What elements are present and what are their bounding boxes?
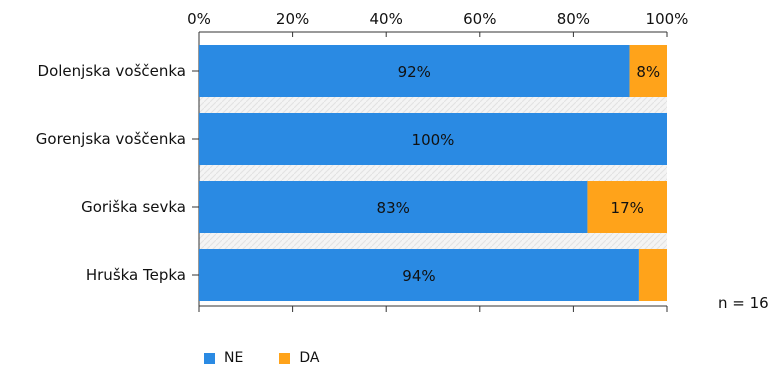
bar-da (587, 181, 667, 233)
bar-ne (199, 113, 667, 165)
row-separator (199, 97, 667, 113)
x-axis: 0% 20% 40% 60% 80% 100% (187, 10, 688, 312)
data-label: 92% (398, 63, 431, 81)
row-separator (199, 165, 667, 181)
legend-label-da: DA (299, 350, 320, 366)
category-label: Dolenjska voščenka (38, 62, 186, 80)
data-label: 94% (402, 267, 435, 285)
row-separators (199, 97, 667, 249)
legend-item-da: DA (279, 350, 319, 366)
legend-swatch-ne (204, 352, 215, 364)
bar-ne (199, 45, 630, 97)
legend-swatch-da (279, 352, 291, 364)
legend-label-ne: NE (224, 350, 244, 366)
row-separator (199, 233, 667, 249)
x-tick-label: 100% (646, 10, 689, 28)
x-tick-label: 20% (276, 10, 309, 28)
data-label: 100% (412, 131, 455, 149)
x-tick-label: 80% (557, 10, 590, 28)
legend-item-ne: NE (204, 350, 243, 366)
legend: NE DA (204, 350, 355, 366)
bar-ne (199, 249, 639, 301)
bar-group: Dolenjska voščenka 92% 8% Gorenjska voščenk… (36, 45, 667, 301)
data-label: 17% (611, 199, 644, 217)
bar-da (629, 45, 667, 97)
category-label: Gorenjska voščenka (36, 130, 186, 148)
data-label: 8% (636, 63, 660, 81)
category-label: Hruška Tepka (86, 266, 186, 284)
sample-size-label: n = 16 (718, 294, 769, 312)
category-label: Goriška sevka (81, 198, 186, 216)
bar-da (638, 249, 667, 301)
data-label: 83% (377, 199, 410, 217)
x-tick-label: 40% (370, 10, 403, 28)
x-tick-label: 60% (463, 10, 496, 28)
x-tick-label: 0% (187, 10, 211, 28)
bar-ne (199, 181, 588, 233)
